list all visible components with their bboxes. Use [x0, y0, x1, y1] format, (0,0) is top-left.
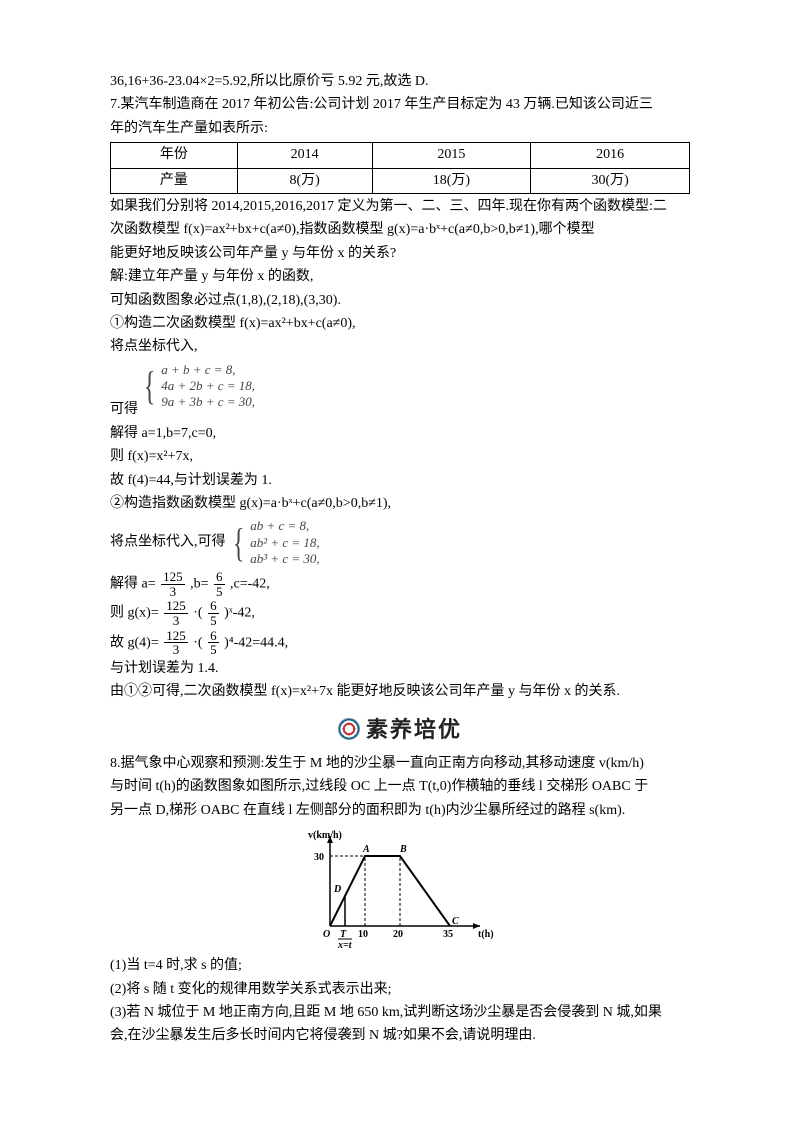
q8-subq: 会,在沙尘暴发生后多长时间内它将侵袭到 N 城?如果不会,请说明理由. — [110, 1025, 690, 1047]
q7-sol-line: 故 f(4)=44,与计划误差为 1. — [110, 470, 690, 492]
svg-text:35: 35 — [443, 929, 453, 940]
q7-para-line: 如果我们分别将 2014,2015,2016,2017 定义为第一、二、三、四年… — [110, 196, 690, 218]
eq-line: 9a + 3b + c = 30, — [161, 394, 255, 410]
brace-system-2: 将点坐标代入,可得 { ab + c = 8, ab² + c = 18, ab… — [110, 516, 690, 569]
q8-subq: (1)当 t=4 时,求 s 的值; — [110, 955, 690, 977]
frac-mid: ,b= — [190, 577, 208, 592]
q7-table: 年份 2014 2015 2016 产量 8(万) 18(万) 30(万) — [110, 142, 690, 194]
frac-post: )ˣ-42, — [224, 606, 255, 621]
banner-title: 素养培优 — [366, 712, 462, 747]
svg-text:D: D — [333, 884, 341, 895]
q7-intro-line2: 年的汽车生产量如表所示: — [110, 118, 690, 140]
q8-para-line: 另一点 D,梯形 OABC 在直线 l 左侧部分的面积即为 t(h)内沙尘暴所经… — [110, 800, 690, 822]
q8-chart: v(km/h) 30 A B C D O T 10 20 35 t(h) x=t — [110, 826, 690, 951]
frac-pre: 解得 a= — [110, 577, 156, 592]
eq-line: ab³ + c = 30, — [250, 551, 319, 567]
fraction: 1253 — [161, 570, 185, 598]
svg-text:x=t: x=t — [337, 940, 353, 951]
q7-sol-line: ②构造指数函数模型 g(x)=a·bˣ+c(a≠0,b>0,b≠1), — [110, 493, 690, 515]
svg-text:C: C — [452, 916, 459, 927]
frac-pre: 则 g(x)= — [110, 606, 159, 621]
svg-text:O: O — [323, 929, 330, 940]
fraction: 1253 — [164, 629, 188, 657]
q8-subq: (3)若 N 城位于 M 地正南方向,且距 M 地 650 km,试判断这场沙尘… — [110, 1002, 690, 1024]
table-cell: 30(万) — [531, 168, 690, 193]
frac-line-gx: 则 g(x)= 1253 ·( 65 )ˣ-42, — [110, 599, 690, 627]
q7-sol-line: 与计划误差为 1.4. — [110, 658, 690, 680]
fraction: 1253 — [164, 599, 188, 627]
table-cell: 2014 — [237, 143, 372, 168]
q7-para-line: 能更好地反映该公司年产量 y 与年份 x 的关系? — [110, 243, 690, 265]
frac-post: )⁴-42=44.4, — [224, 635, 288, 650]
svg-text:T: T — [340, 929, 347, 940]
brace-icon: { — [144, 366, 156, 406]
fraction: 65 — [214, 570, 225, 598]
table-cell: 产量 — [111, 168, 238, 193]
brace-icon: { — [233, 523, 245, 563]
fraction: 65 — [208, 599, 219, 627]
eq-line: 4a + 2b + c = 18, — [161, 378, 255, 394]
frac-line-a: 解得 a= 1253 ,b= 65 ,c=-42, — [110, 570, 690, 598]
eq-line: ab² + c = 18, — [250, 535, 319, 551]
table-row: 产量 8(万) 18(万) 30(万) — [111, 168, 690, 193]
q7-intro-line1: 7.某汽车制造商在 2017 年初公告:公司计划 2017 年生产目标定为 43… — [110, 94, 690, 116]
table-cell: 18(万) — [372, 168, 531, 193]
q7-sol-line: 将点坐标代入, — [110, 336, 690, 358]
frac-line-g4: 故 g(4)= 1253 ·( 65 )⁴-42=44.4, — [110, 629, 690, 657]
frac-mid: ·( — [193, 606, 202, 621]
table-cell: 2016 — [531, 143, 690, 168]
q7-sol-line: 解:建立年产量 y 与年份 x 的函数, — [110, 266, 690, 288]
frac-mid: ·( — [193, 635, 202, 650]
prev-answer-tail: 36,16+36-23.04×2=5.92,所以比原价亏 5.92 元,故选 D… — [110, 71, 690, 93]
svg-text:t(h): t(h) — [478, 929, 494, 940]
frac-pre: 故 g(4)= — [110, 635, 159, 650]
q8-para-line: 与时间 t(h)的函数图象如图所示,过线段 OC 上一点 T(t,0)作横轴的垂… — [110, 776, 690, 798]
table-row: 年份 2014 2015 2016 — [111, 143, 690, 168]
q7-sol-line: 由①②可得,二次函数模型 f(x)=x²+7x 能更好地反映该公司年产量 y 与… — [110, 681, 690, 703]
section-banner: 素养培优 — [110, 712, 690, 747]
svg-text:10: 10 — [358, 929, 368, 940]
target-icon — [338, 718, 360, 740]
svg-text:30: 30 — [314, 852, 324, 863]
q7-sol-line: 则 f(x)=x²+7x, — [110, 446, 690, 468]
fraction: 65 — [208, 629, 219, 657]
svg-text:v(km/h): v(km/h) — [308, 830, 342, 841]
frac-post: ,c=-42, — [230, 577, 270, 592]
table-cell: 年份 — [111, 143, 238, 168]
q7-para-line: 次函数模型 f(x)=ax²+bx+c(a≠0),指数函数模型 g(x)=a·b… — [110, 219, 690, 241]
q7-sol-line: ①构造二次函数模型 f(x)=ax²+bx+c(a≠0), — [110, 313, 690, 335]
q7-sol-line: 可知函数图象必过点(1,8),(2,18),(3,30). — [110, 290, 690, 312]
brace-prefix: 将点坐标代入,可得 — [110, 535, 226, 550]
table-cell: 8(万) — [237, 168, 372, 193]
svg-text:B: B — [399, 844, 407, 855]
svg-text:20: 20 — [393, 929, 403, 940]
q8-para-line: 8.据气象中心观察和预测:发生于 M 地的沙尘暴一直向正南方向移动,其移动速度 … — [110, 753, 690, 775]
eq-line: a + b + c = 8, — [161, 362, 255, 378]
eq-line: ab + c = 8, — [250, 518, 319, 534]
q7-sol-line: 解得 a=1,b=7,c=0, — [110, 423, 690, 445]
svg-text:A: A — [362, 844, 370, 855]
q8-subq: (2)将 s 随 t 变化的规律用数学关系式表示出来; — [110, 979, 690, 1001]
table-cell: 2015 — [372, 143, 531, 168]
